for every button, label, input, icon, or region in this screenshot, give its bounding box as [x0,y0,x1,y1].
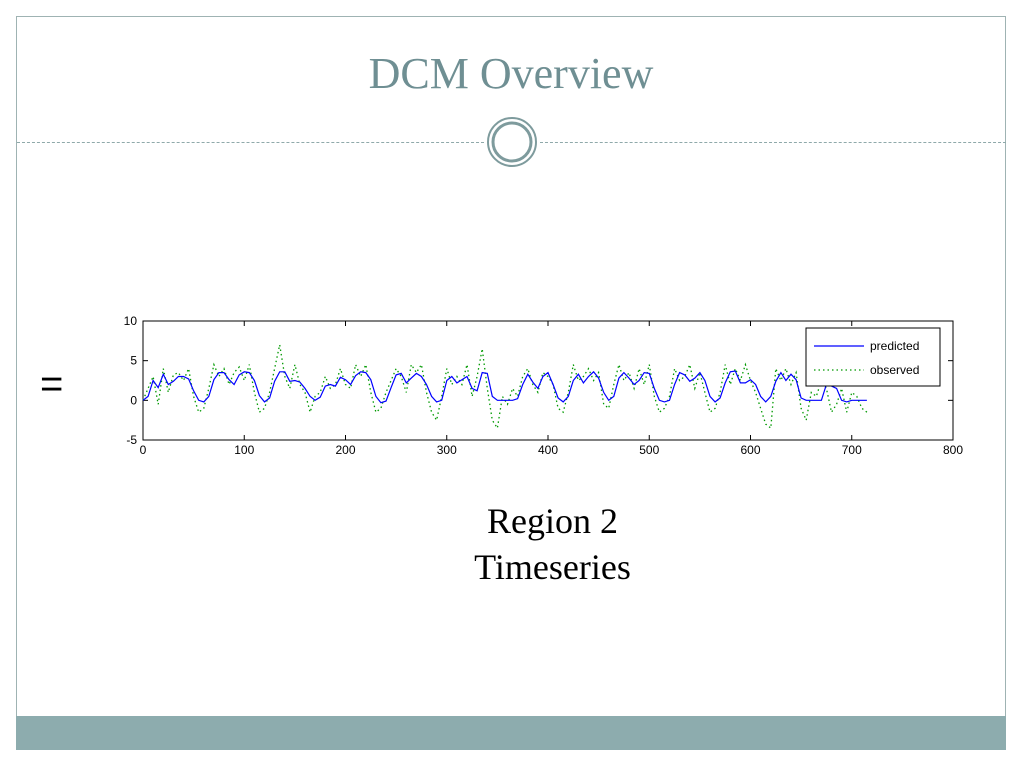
x-tick-label: 0 [140,443,147,457]
caption-line-timeseries: Timeseries [474,547,631,587]
x-tick-label: 400 [538,443,558,457]
x-tick-label: 700 [842,443,862,457]
equals-sign: = [40,362,64,406]
x-tick-label: 600 [740,443,760,457]
x-tick-label: 300 [437,443,457,457]
caption-line-region: Region 2 [487,501,618,541]
title-divider-right [540,142,1006,143]
y-tick-label: -5 [126,433,137,447]
legend-label-predicted: predicted [870,339,919,353]
bottom-bar [16,716,1006,750]
y-tick-label: 10 [124,314,138,328]
x-tick-label: 200 [335,443,355,457]
y-tick-label: 5 [130,354,137,368]
timeseries-chart: 0 100 200 300 400 500 600 700 800-50510predicted… [124,314,964,457]
legend-box [805,327,941,387]
circle-ornament-icon [487,117,537,167]
x-tick-label: 500 [639,443,659,457]
x-tick-label: 800 [943,443,963,457]
y-tick-label: 0 [130,393,137,407]
chart-caption: Region 2 Timeseries [400,498,705,590]
series-line-predicted [142,370,867,404]
x-tick-label: 100 [234,443,254,457]
title-divider-left [17,142,484,143]
slide-title: DCM Overview [368,49,654,98]
legend-label-observed: observed [870,363,919,377]
